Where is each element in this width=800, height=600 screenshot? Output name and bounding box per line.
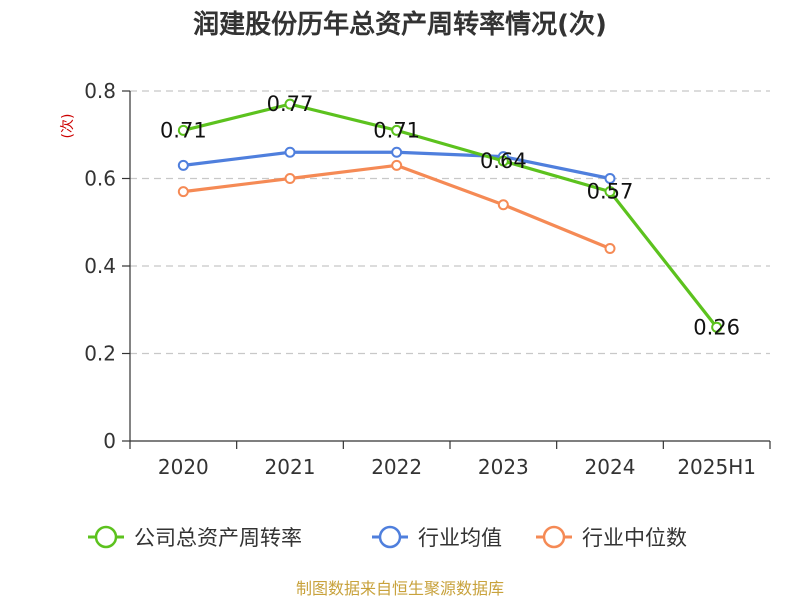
data-labels: 0.71 0.77 0.71 0.64 0.57 0.26 — [160, 92, 740, 339]
legend-swatch-marker — [542, 525, 566, 549]
data-label: 0.26 — [693, 315, 740, 339]
data-point — [391, 146, 403, 158]
data-point — [604, 173, 616, 184]
data-point — [177, 159, 189, 171]
legend-swatch-marker — [94, 525, 118, 549]
y-axis-unit-label: (次) — [60, 114, 76, 139]
data-label: 0.71 — [373, 118, 420, 142]
data-point — [284, 146, 296, 158]
x-tick-label: 2021 — [265, 455, 316, 479]
data-label: 0.57 — [587, 180, 634, 204]
data-label: 0.71 — [160, 118, 207, 142]
data-point — [497, 199, 509, 211]
y-tick-label: 0.8 — [84, 79, 116, 103]
x-tick-label: 2022 — [371, 455, 422, 479]
source-note: 制图数据来自恒生聚源数据库 — [296, 579, 504, 598]
gridlines — [122, 90, 771, 449]
series-line — [182, 102, 718, 329]
data-label: 0.77 — [267, 92, 314, 116]
y-tick-label: 0.4 — [84, 254, 116, 278]
x-tick-label: 2025H1 — [677, 455, 756, 479]
data-point — [391, 159, 403, 171]
y-tick-labels: 0 0.2 0.4 0.6 0.8 — [84, 79, 116, 453]
data-label: 0.64 — [480, 149, 527, 173]
legend-label: 公司总资产周转率 — [134, 526, 302, 550]
data-point — [177, 186, 189, 198]
y-tick-label: 0.2 — [84, 342, 116, 366]
legend-label: 行业中位数 — [582, 526, 687, 550]
x-tick-label: 2024 — [585, 455, 636, 479]
legend-swatch-marker — [378, 525, 402, 549]
data-point — [391, 124, 403, 136]
x-tick-label: 2023 — [478, 455, 529, 479]
data-point — [711, 321, 723, 333]
series-line — [183, 163, 611, 250]
series-lines — [177, 98, 723, 333]
y-tick-label: 0 — [103, 429, 116, 453]
data-point — [284, 173, 296, 184]
data-point — [177, 124, 189, 136]
x-tick-labels: 2020 2021 2022 2023 2024 2025H1 — [158, 455, 756, 479]
data-point — [604, 186, 616, 198]
chart-title: 润建股份历年总资产周转率情况(次) — [193, 9, 607, 40]
data-point — [284, 98, 296, 110]
axes — [129, 91, 770, 442]
data-point — [604, 243, 616, 254]
x-tick-label: 2020 — [158, 455, 209, 479]
y-tick-label: 0.6 — [84, 167, 116, 191]
data-point — [497, 155, 509, 167]
legend-label: 行业均值 — [418, 526, 502, 550]
legend: 公司总资产周转率 行业均值 行业中位数 — [88, 525, 687, 550]
